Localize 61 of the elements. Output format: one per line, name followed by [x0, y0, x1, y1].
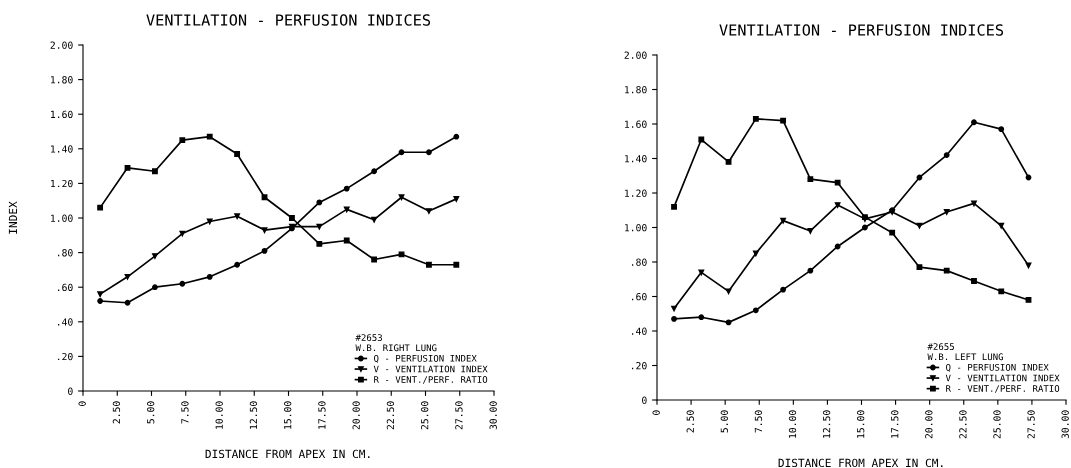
y-tick-label: 1.00: [51, 214, 73, 222]
chart-title: VENTILATION - PERFUSION INDICES: [146, 14, 431, 26]
x-tick-label: 12.50: [249, 401, 258, 429]
y-tick-label: 2.00: [50, 41, 73, 49]
y-tick-label: .40: [58, 318, 73, 326]
y-tick-label: .60: [58, 283, 73, 292]
x-tick-label: 10.00: [215, 401, 223, 429]
x-tick-label: 20.00: [925, 410, 933, 439]
y-tick-label: .20: [632, 362, 647, 370]
y-tick-label: 1.20: [51, 179, 73, 188]
x-axis-title: DISTANCE FROM APEX IN CM.: [778, 458, 943, 468]
y-tick-label: 1.00: [625, 224, 647, 232]
legend-title: #2653 W.B. RIGHT LUNG: [355, 334, 437, 352]
x-tick-label: 25.00: [420, 401, 429, 430]
x-tick-label: 7.50: [754, 410, 763, 433]
x-tick-label: 2.50: [112, 401, 121, 424]
x-tick-label: 30.00: [1061, 410, 1069, 439]
legend-label: V - VENTILATION INDEX: [945, 374, 1060, 382]
x-tick-label: 0: [652, 410, 660, 415]
x-tick-label: 5.00: [720, 410, 729, 433]
y-tick-label: 1.80: [625, 86, 647, 94]
y-tick-label: .20: [58, 352, 73, 361]
x-tick-label: 25.00: [993, 410, 1001, 439]
x-tick-label: 27.50: [1027, 410, 1035, 439]
y-tick-label: 0: [68, 387, 73, 395]
y-tick-label: 1.40: [51, 145, 73, 153]
y-tick-label: .80: [632, 258, 647, 266]
x-tick-label: 20.00: [352, 401, 360, 430]
x-tick-label: 22.50: [386, 401, 395, 430]
x-tick-label: 27.50: [455, 401, 463, 430]
legend-label: R - VENT./PERF. RATIO: [946, 385, 1060, 393]
x-tick-label: 17.50: [318, 401, 326, 429]
x-tick-label: 7.50: [181, 401, 189, 424]
x-tick-label: 0: [78, 401, 86, 406]
legend-label: Q - PERFUSION INDEX: [374, 354, 477, 363]
legend-label: V - VENTILATION INDEX: [373, 365, 488, 373]
y-tick-label: 1.20: [625, 189, 647, 197]
y-axis-title: INDEX: [8, 201, 17, 234]
x-axis-title: DISTANCE FROM APEX IN CM.: [205, 449, 370, 459]
legend-label: Q - PERFUSION INDEX: [946, 363, 1049, 372]
y-tick-label: .60: [632, 293, 647, 301]
x-tick-label: 22.50: [959, 410, 967, 439]
x-tick-label: 10.00: [788, 410, 797, 438]
x-tick-label: 17.50: [891, 410, 899, 438]
chart-title: VENTILATION - PERFUSION INDICES: [719, 24, 1004, 36]
x-tick-label: 12.50: [822, 410, 831, 438]
y-tick-label: 1.40: [625, 155, 647, 163]
y-tick-label: 1.80: [51, 76, 73, 84]
x-tick-label: 5.00: [146, 401, 155, 424]
y-tick-label: 0: [642, 396, 647, 404]
y-tick-label: .40: [632, 327, 647, 335]
y-tick-label: 1.60: [51, 110, 73, 119]
x-tick-label: 15.00: [283, 401, 292, 429]
y-tick-label: .80: [58, 249, 73, 257]
y-tick-label: 2.00: [624, 51, 647, 59]
x-tick-label: 15.00: [856, 410, 865, 438]
x-tick-label: 2.50: [686, 410, 694, 433]
legend-title: #2655 W.B. LEFT LUNG: [927, 343, 1004, 361]
legend-label: R - VENT./PERF. RATIO: [374, 376, 488, 384]
y-tick-label: 1.60: [625, 120, 647, 128]
x-tick-label: 30.00: [489, 401, 497, 430]
